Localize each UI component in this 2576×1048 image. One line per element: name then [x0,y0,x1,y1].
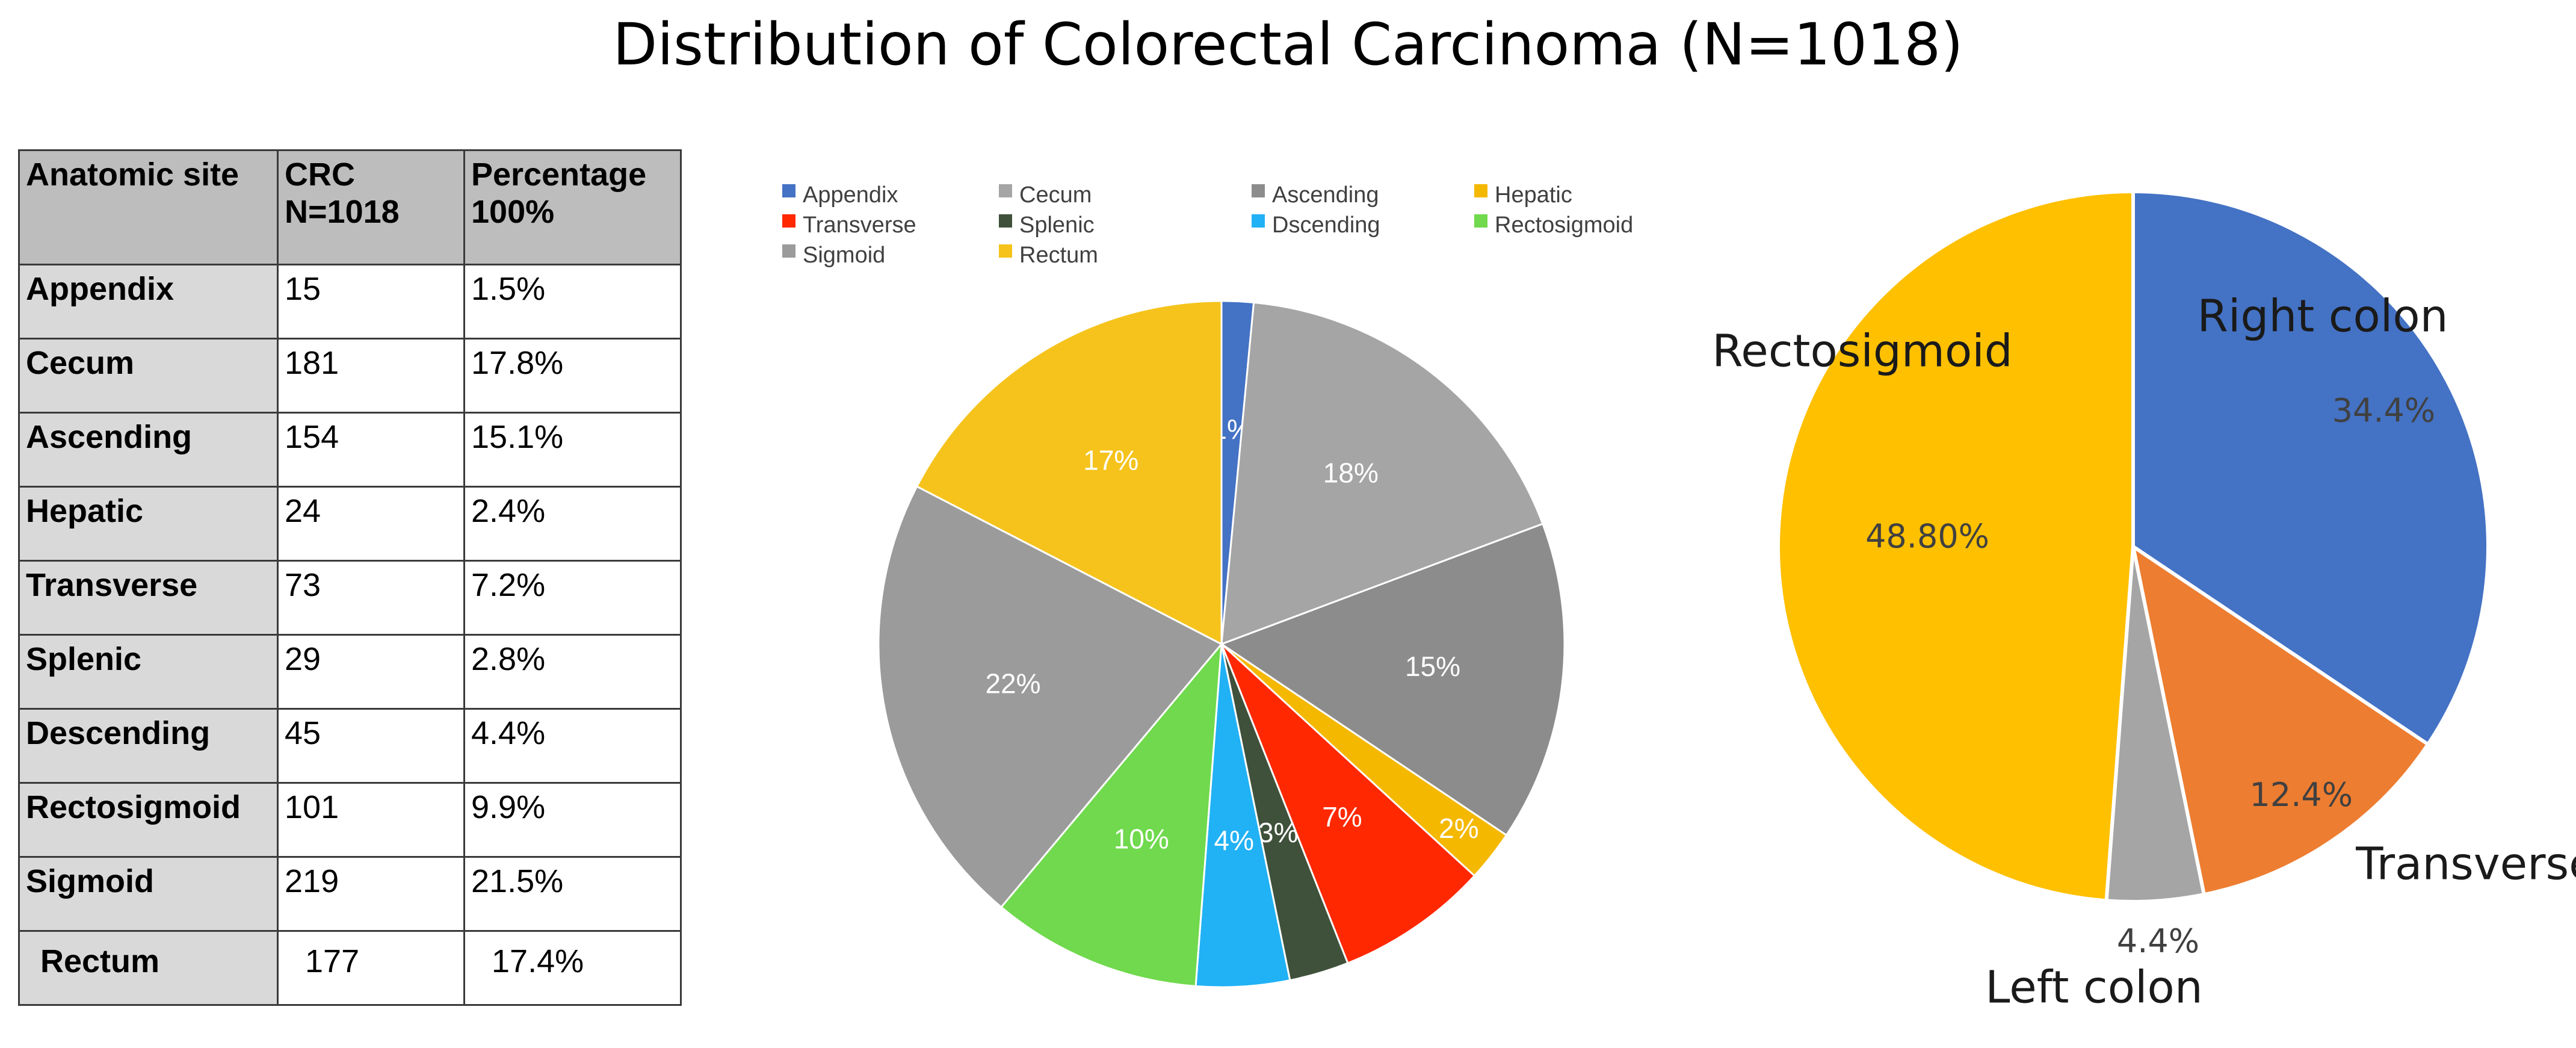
legend-swatch-ascending [1252,184,1265,197]
percent-cell: 17.4% [463,930,682,1006]
pie-slice-right-colon [2131,189,2490,747]
legend-label-cecum: Cecum [1019,182,1092,208]
count-cell: 24 [277,486,465,562]
legend-label-rectum: Rectum [1019,243,1098,268]
percent-cell: 21.5% [463,856,682,932]
pie-slice-sigmoid [877,485,1223,909]
table-row: Rectum 177 17.4% [18,930,682,1006]
slice-label-transverse: 7% [1322,801,1362,833]
pie-slice-rectosigmoid [1776,189,2135,903]
percent-cell: 9.9% [463,782,682,858]
site-cell: Rectosigmoid [18,782,279,858]
site-cell: Cecum [18,338,279,414]
legend-label-hepatic: Hepatic [1495,182,1572,208]
table-row: Descending 45 4.4% [18,708,682,784]
legend-label-splenic: Splenic [1019,212,1095,238]
site-distribution-pie: 1%18%15%2%7%3%4%10%22%17% [877,300,1566,988]
site-cell: Transverse [18,560,279,636]
legend-swatch-cecum [999,184,1012,197]
percent-cell: 4.4% [463,708,682,784]
legend-label-sigmoid: Sigmoid [803,243,885,268]
count-cell: 45 [277,708,465,784]
legend-swatch-rectosigmoid [1474,214,1487,228]
pie-slice-ascending [1219,522,1566,837]
slice-label-cecum: 18% [1323,457,1379,489]
slice-label-rectum: 17% [1083,444,1138,476]
legend-swatch-transverse [782,214,795,228]
table-row: Rectosigmoid 101 9.9% [18,782,682,858]
table-header-row: Anatomic site CRC N=1018 Percentage 100% [18,149,682,265]
legend-swatch-appendix [782,184,795,197]
table-row: Hepatic 24 2.4% [18,486,682,562]
legend-swatch-descending [1252,214,1265,228]
slice-label-ascending: 15% [1405,651,1460,682]
site-cell: Descending [18,708,279,784]
site-cell: Hepatic [18,486,279,562]
legend-swatch-rectum [999,244,1012,258]
legend-swatch-splenic [999,214,1012,228]
site-cell: Appendix [18,264,279,340]
count-cell: 154 [277,412,465,488]
count-cell: 29 [277,634,465,710]
pie-slice-transverse [2130,542,2431,897]
pie-slice-rectum [915,300,1223,646]
slice-label-left-colon: 4.4% [2117,922,2199,960]
category-name-transverse: Transverse [2355,839,2576,890]
count-cell: 177 [277,930,465,1006]
chart-title: Distribution of Colorectal Carcinoma (N=… [613,11,1963,78]
legend-swatch-hepatic [1474,184,1487,197]
site-cell: Rectum [18,930,279,1006]
table-row: Sigmoid 219 21.5% [18,856,682,932]
table-row: Ascending 154 15.1% [18,412,682,488]
header-anatomic-site: Anatomic site [18,149,279,265]
site-cell: Sigmoid [18,856,279,932]
category-name-rectosigmoid: Rectosigmoid [1712,326,2013,377]
site-cell: Splenic [18,634,279,710]
site-cell: Ascending [18,412,279,488]
legend-label-ascending: Ascending [1272,182,1379,208]
slice-label-right-colon: 34.4% [2332,391,2436,429]
region-distribution-pie: 34.4% 12.4% 4.4% 48.80% Right colon Transvers… [1712,189,2576,1014]
percent-cell: 7.2% [463,560,682,636]
legend-label-appendix: Appendix [803,182,898,208]
table-row: Transverse 73 7.2% [18,560,682,636]
slice-label-rectosigmoid: 48.80% [1865,518,1989,556]
pie-slice-rectosigmoid [999,641,1223,987]
legend-swatch-sigmoid [782,244,795,258]
slice-label-splenic: 3% [1258,817,1298,848]
count-cell: 101 [277,782,465,858]
percent-cell: 2.4% [463,486,682,562]
slice-label-descending: 4% [1214,825,1254,856]
percent-cell: 17.8% [463,338,682,414]
table-row: Splenic 29 2.8% [18,634,682,710]
count-cell: 73 [277,560,465,636]
table-row: Cecum 181 17.8% [18,338,682,414]
count-cell: 219 [277,856,465,932]
percent-cell: 15.1% [463,412,682,488]
slice-label-rectosigmoid: 10% [1114,823,1169,854]
legend-label-rectosigmoid: Rectosigmoid [1495,212,1633,238]
slice-label-hepatic: 2% [1439,813,1478,844]
slice-label-sigmoid: 22% [985,668,1040,699]
slice-label-transverse: 12.4% [2249,776,2353,814]
pie-slice-cecum [1220,301,1544,646]
category-name-left-colon: Left colon [1985,962,2202,1014]
pie-slice-transverse [1220,643,1476,964]
crc-distribution-table: Anatomic site CRC N=1018 Percentage 100%… [18,149,682,1006]
pie-slice-left-colon [2104,546,2207,904]
header-crc-count: CRC N=1018 [277,149,465,265]
header-percentage: Percentage 100% [463,149,682,265]
legend-label-descending: Dscending [1272,212,1380,238]
percent-cell: 1.5% [463,264,682,340]
pie1-legend: Appendix Cecum Ascending Hepatic Transverse S… [782,182,1633,268]
count-cell: 15 [277,264,465,340]
percent-cell: 2.8% [463,634,682,710]
category-name-right-colon: Right colon [2197,291,2448,343]
count-cell: 181 [277,338,465,414]
table-row: Appendix 15 1.5% [18,264,682,340]
legend-label-transverse: Transverse [803,212,916,238]
